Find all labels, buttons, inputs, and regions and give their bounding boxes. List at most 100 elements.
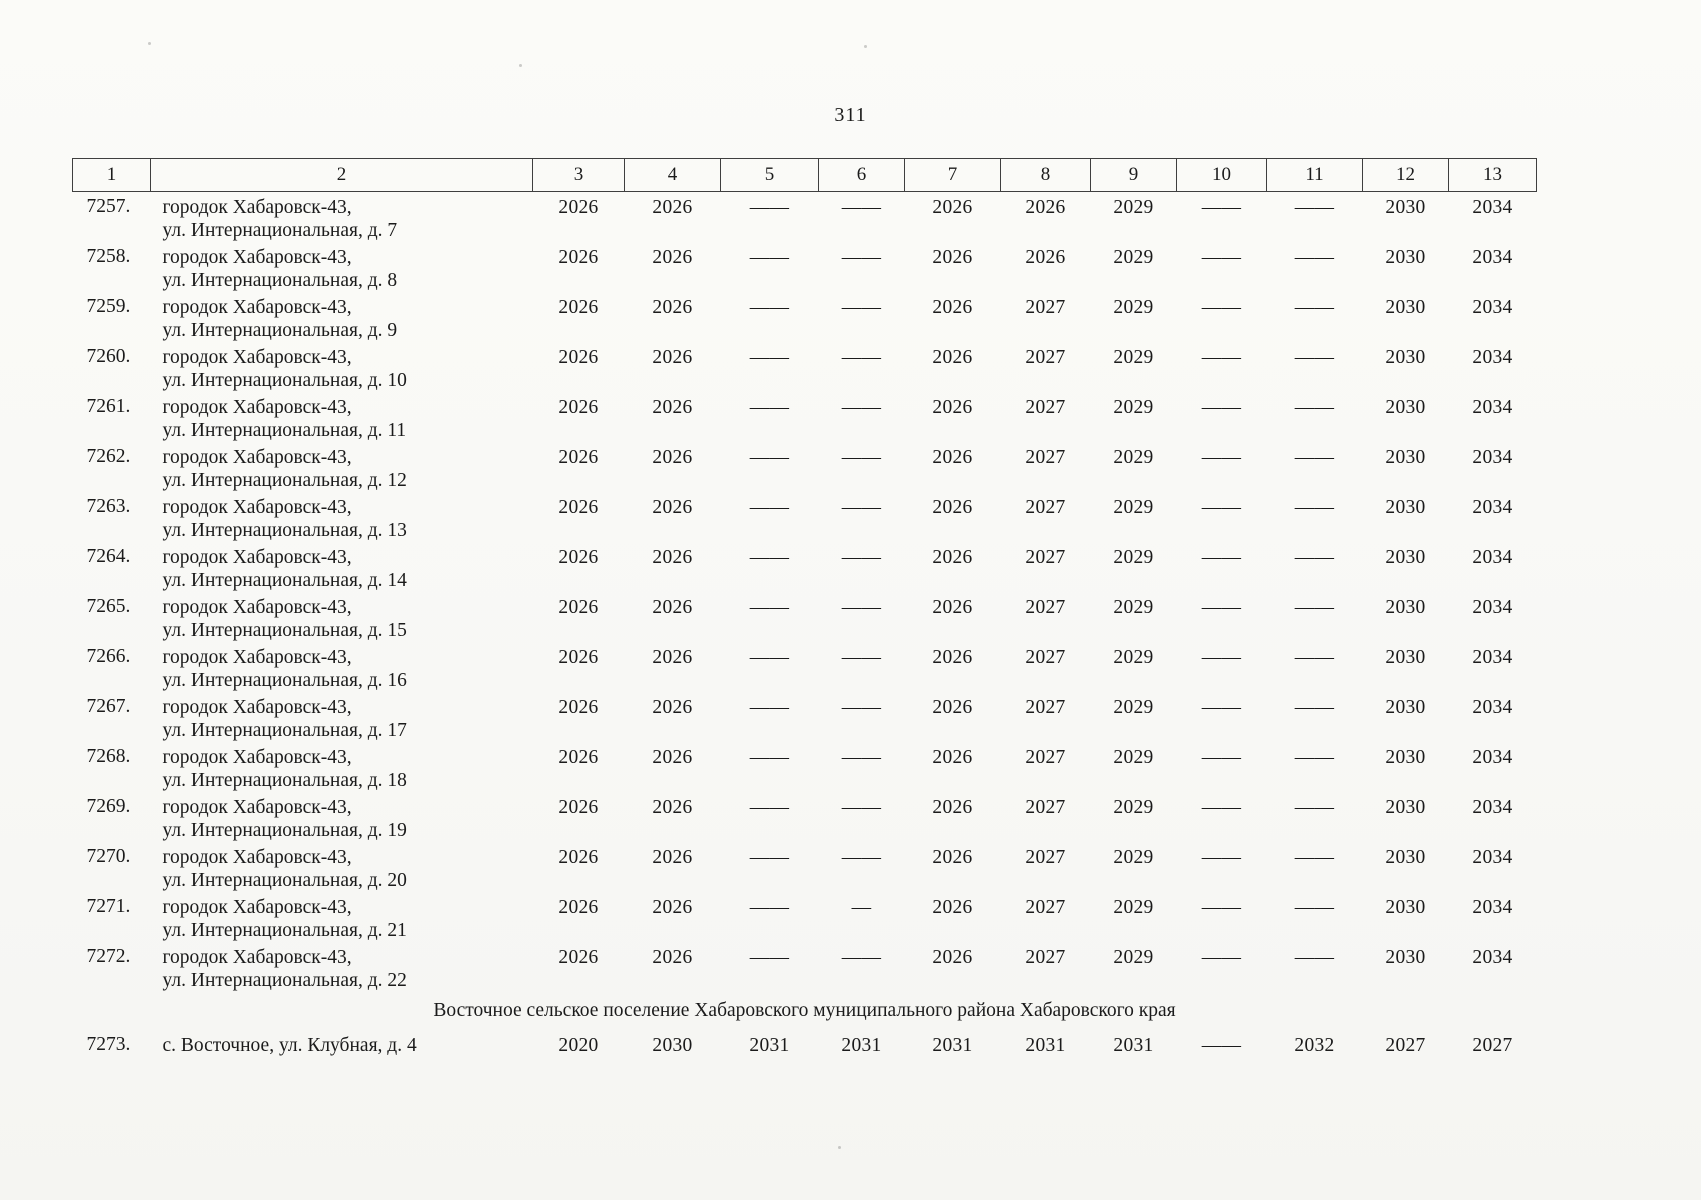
value-cell: 2030 — [1385, 347, 1426, 368]
value-cell: 2027 — [1025, 897, 1066, 918]
value-cell: —— — [1294, 847, 1335, 868]
value-cell: 2026 — [652, 747, 693, 768]
scan-speck — [838, 1146, 841, 1149]
row-number: 7270. — [86, 846, 131, 867]
column-header-1: 1 — [72, 158, 151, 192]
value-cell: 2034 — [1472, 197, 1513, 218]
value-cell: 2029 — [1113, 797, 1154, 818]
value-cell: 2030 — [1385, 697, 1426, 718]
value-cell: —— — [1294, 647, 1335, 668]
value-cell: 2034 — [1472, 297, 1513, 318]
value-cell: 2029 — [1113, 597, 1154, 618]
value-cell: 2026 — [558, 597, 599, 618]
address-cell: городок Хабаровск-43, ул. Интернациональн… — [151, 242, 533, 292]
value-cell: —— — [841, 547, 882, 568]
value-cell: —— — [749, 347, 790, 368]
value-cell: 2026 — [558, 397, 599, 418]
value-cell: —— — [1294, 247, 1335, 268]
address-line: городок Хабаровск-43, — [162, 247, 352, 268]
value-cell: —— — [1201, 897, 1242, 918]
value-cell: 2026 — [558, 347, 599, 368]
value-cell: 2034 — [1472, 697, 1513, 718]
row-number: 7260. — [86, 346, 131, 367]
table-row: 7261. городок Хабаровск-43, ул. Интернацио… — [73, 392, 1537, 442]
value-cell: 2030 — [1385, 197, 1426, 218]
row-number: 7261. — [86, 396, 131, 417]
value-cell: —— — [1294, 347, 1335, 368]
address-line: ул. Интернациональная, д. 15 — [162, 620, 407, 641]
value-cell: 2029 — [1113, 647, 1154, 668]
value-cell: 2026 — [932, 547, 973, 568]
value-cell: —— — [1201, 847, 1242, 868]
value-cell: 2026 — [652, 647, 693, 668]
address-line: ул. Интернациональная, д. 17 — [162, 720, 407, 741]
page-number: 311 — [834, 104, 867, 126]
address-cell: городок Хабаровск-43, ул. Интернациональн… — [151, 542, 533, 592]
value-cell: 2031 — [1025, 1035, 1066, 1056]
value-cell: —— — [1201, 597, 1242, 618]
value-cell: 2027 — [1025, 797, 1066, 818]
table-row: 7269. городок Хабаровск-43, ул. Интернацио… — [73, 792, 1537, 842]
column-header-12: 12 — [1362, 158, 1449, 192]
row-number: 7263. — [86, 496, 131, 517]
address-cell: городок Хабаровск-43, ул. Интернациональн… — [151, 692, 533, 742]
column-header-10: 10 — [1176, 158, 1267, 192]
value-cell: 2026 — [558, 547, 599, 568]
value-cell: —— — [841, 447, 882, 468]
value-cell: 2026 — [932, 847, 973, 868]
value-cell: —— — [841, 647, 882, 668]
value-cell: —— — [1201, 647, 1242, 668]
value-cell: 2030 — [1385, 747, 1426, 768]
value-cell: 2026 — [932, 347, 973, 368]
address-cell: городок Хабаровск-43, ул. Интернациональн… — [151, 792, 533, 842]
table-row: 7257. городок Хабаровск-43, ул. Интернацио… — [73, 192, 1537, 243]
value-cell: 2027 — [1025, 297, 1066, 318]
row-number: 7264. — [86, 546, 131, 567]
table-row: 7260. городок Хабаровск-43, ул. Интернацио… — [73, 342, 1537, 392]
value-cell: 2026 — [932, 197, 973, 218]
column-header-8: 8 — [1000, 158, 1091, 192]
value-cell: 2026 — [652, 197, 693, 218]
value-cell: 2026 — [558, 647, 599, 668]
value-cell: 2026 — [932, 297, 973, 318]
value-cell: 2026 — [932, 247, 973, 268]
value-cell: 2027 — [1025, 847, 1066, 868]
value-cell: —— — [1201, 297, 1242, 318]
value-cell: 2027 — [1025, 397, 1066, 418]
value-cell: 2026 — [932, 397, 973, 418]
value-cell: 2029 — [1113, 397, 1154, 418]
value-cell: 2029 — [1113, 297, 1154, 318]
address-line: городок Хабаровск-43, — [162, 947, 352, 968]
value-cell: 2030 — [1385, 297, 1426, 318]
value-cell: 2030 — [1385, 597, 1426, 618]
value-cell: —— — [841, 847, 882, 868]
value-cell: 2030 — [1385, 847, 1426, 868]
value-cell: —— — [1294, 547, 1335, 568]
table-row: 7266. городок Хабаровск-43, ул. Интернацио… — [73, 642, 1537, 692]
value-cell: —— — [1294, 197, 1335, 218]
value-cell: — — [851, 897, 872, 918]
address-line: ул. Интернациональная, д. 8 — [162, 270, 398, 291]
table-header-row: 1 2 3 4 5 6 7 8 9 10 11 12 13 — [72, 158, 1537, 192]
value-cell: —— — [749, 447, 790, 468]
value-cell: 2034 — [1472, 947, 1513, 968]
row-number: 7269. — [86, 796, 131, 817]
row-number: 7273. — [86, 1034, 131, 1055]
value-cell: —— — [1294, 597, 1335, 618]
value-cell: —— — [1201, 747, 1242, 768]
row-number: 7272. — [86, 946, 131, 967]
value-cell: 2030 — [1385, 247, 1426, 268]
value-cell: —— — [1201, 347, 1242, 368]
address-cell: городок Хабаровск-43, ул. Интернациональн… — [151, 192, 533, 243]
address-line: городок Хабаровск-43, — [162, 797, 352, 818]
value-cell: 2029 — [1113, 197, 1154, 218]
table-row: 7263. городок Хабаровск-43, ул. Интернацио… — [73, 492, 1537, 542]
value-cell: 2026 — [652, 847, 693, 868]
scan-speck — [148, 42, 151, 45]
value-cell: 2030 — [652, 1035, 693, 1056]
value-cell: 2026 — [558, 297, 599, 318]
address-line: городок Хабаровск-43, — [162, 197, 352, 218]
value-cell: —— — [1294, 397, 1335, 418]
value-cell: 2026 — [558, 247, 599, 268]
